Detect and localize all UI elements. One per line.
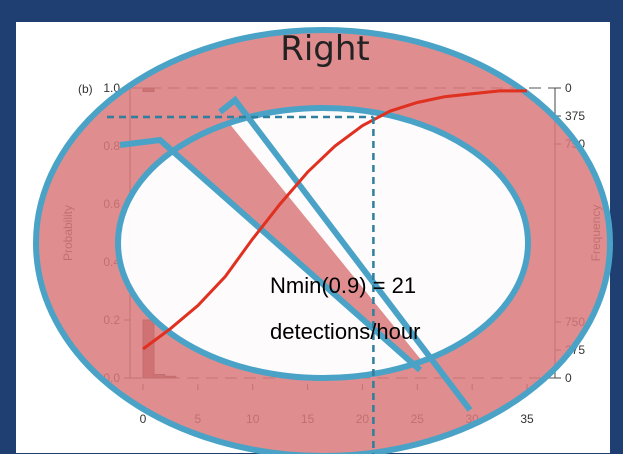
panel-label: (b) xyxy=(78,82,93,96)
annotation-line-2: detections/hour xyxy=(270,319,420,344)
x-tick-label: 35 xyxy=(520,412,534,426)
y2-bottom-tick-label: 0 xyxy=(565,371,572,385)
badge-title: Right xyxy=(280,29,370,69)
annotation-line-1: Nmin(0.9) = 21 xyxy=(270,273,416,298)
prohibition-sign-icon xyxy=(36,30,610,454)
y2-top-tick-label: 375 xyxy=(565,109,585,123)
x-tick-label: 0 xyxy=(140,412,147,426)
y2-top-tick-label: 0 xyxy=(565,81,572,95)
